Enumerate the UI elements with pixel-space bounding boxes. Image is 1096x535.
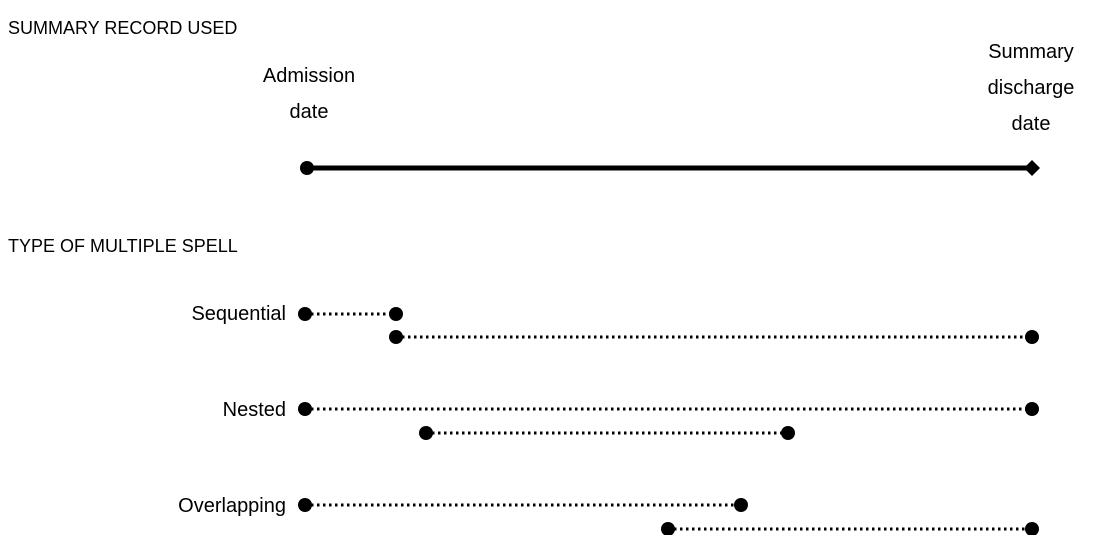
sequential-spells [298,307,1039,344]
overlapping-spell-2-end [1025,522,1039,535]
sequential-spell-1-end [389,307,403,321]
overlapping-label: Overlapping [178,495,286,517]
nested-spell-2-start [419,426,433,440]
nested-label: Nested [222,399,286,421]
discharge-date-marker [1024,160,1040,176]
nested-spell-2-end [781,426,795,440]
admission-date-label-line1: Admission [262,65,356,87]
discharge-date-label-line2: discharge [987,77,1075,99]
summary-record-heading: SUMMARY RECORD USED [8,18,238,38]
nested-spell-1-start [298,402,312,416]
sequential-spell-1-start [298,307,312,321]
overlapping-spell-1-end [734,498,748,512]
admission-date-marker [300,161,314,175]
overlapping-spell-2-start [661,522,675,535]
discharge-date-label-line1: Summary [988,41,1074,63]
multiple-spell-heading: TYPE OF MULTIPLE SPELL [8,236,238,256]
summary-record-span [300,160,1040,176]
discharge-date-label-line3: date [1011,113,1051,135]
sequential-spell-2-end [1025,330,1039,344]
overlapping-spells [298,498,1039,535]
sequential-label: Sequential [191,303,286,325]
overlapping-spell-1-start [298,498,312,512]
sequential-spell-2-start [389,330,403,344]
nested-spell-1-end [1025,402,1039,416]
nested-spells [298,402,1039,440]
admission-date-label-line2: date [289,101,329,123]
